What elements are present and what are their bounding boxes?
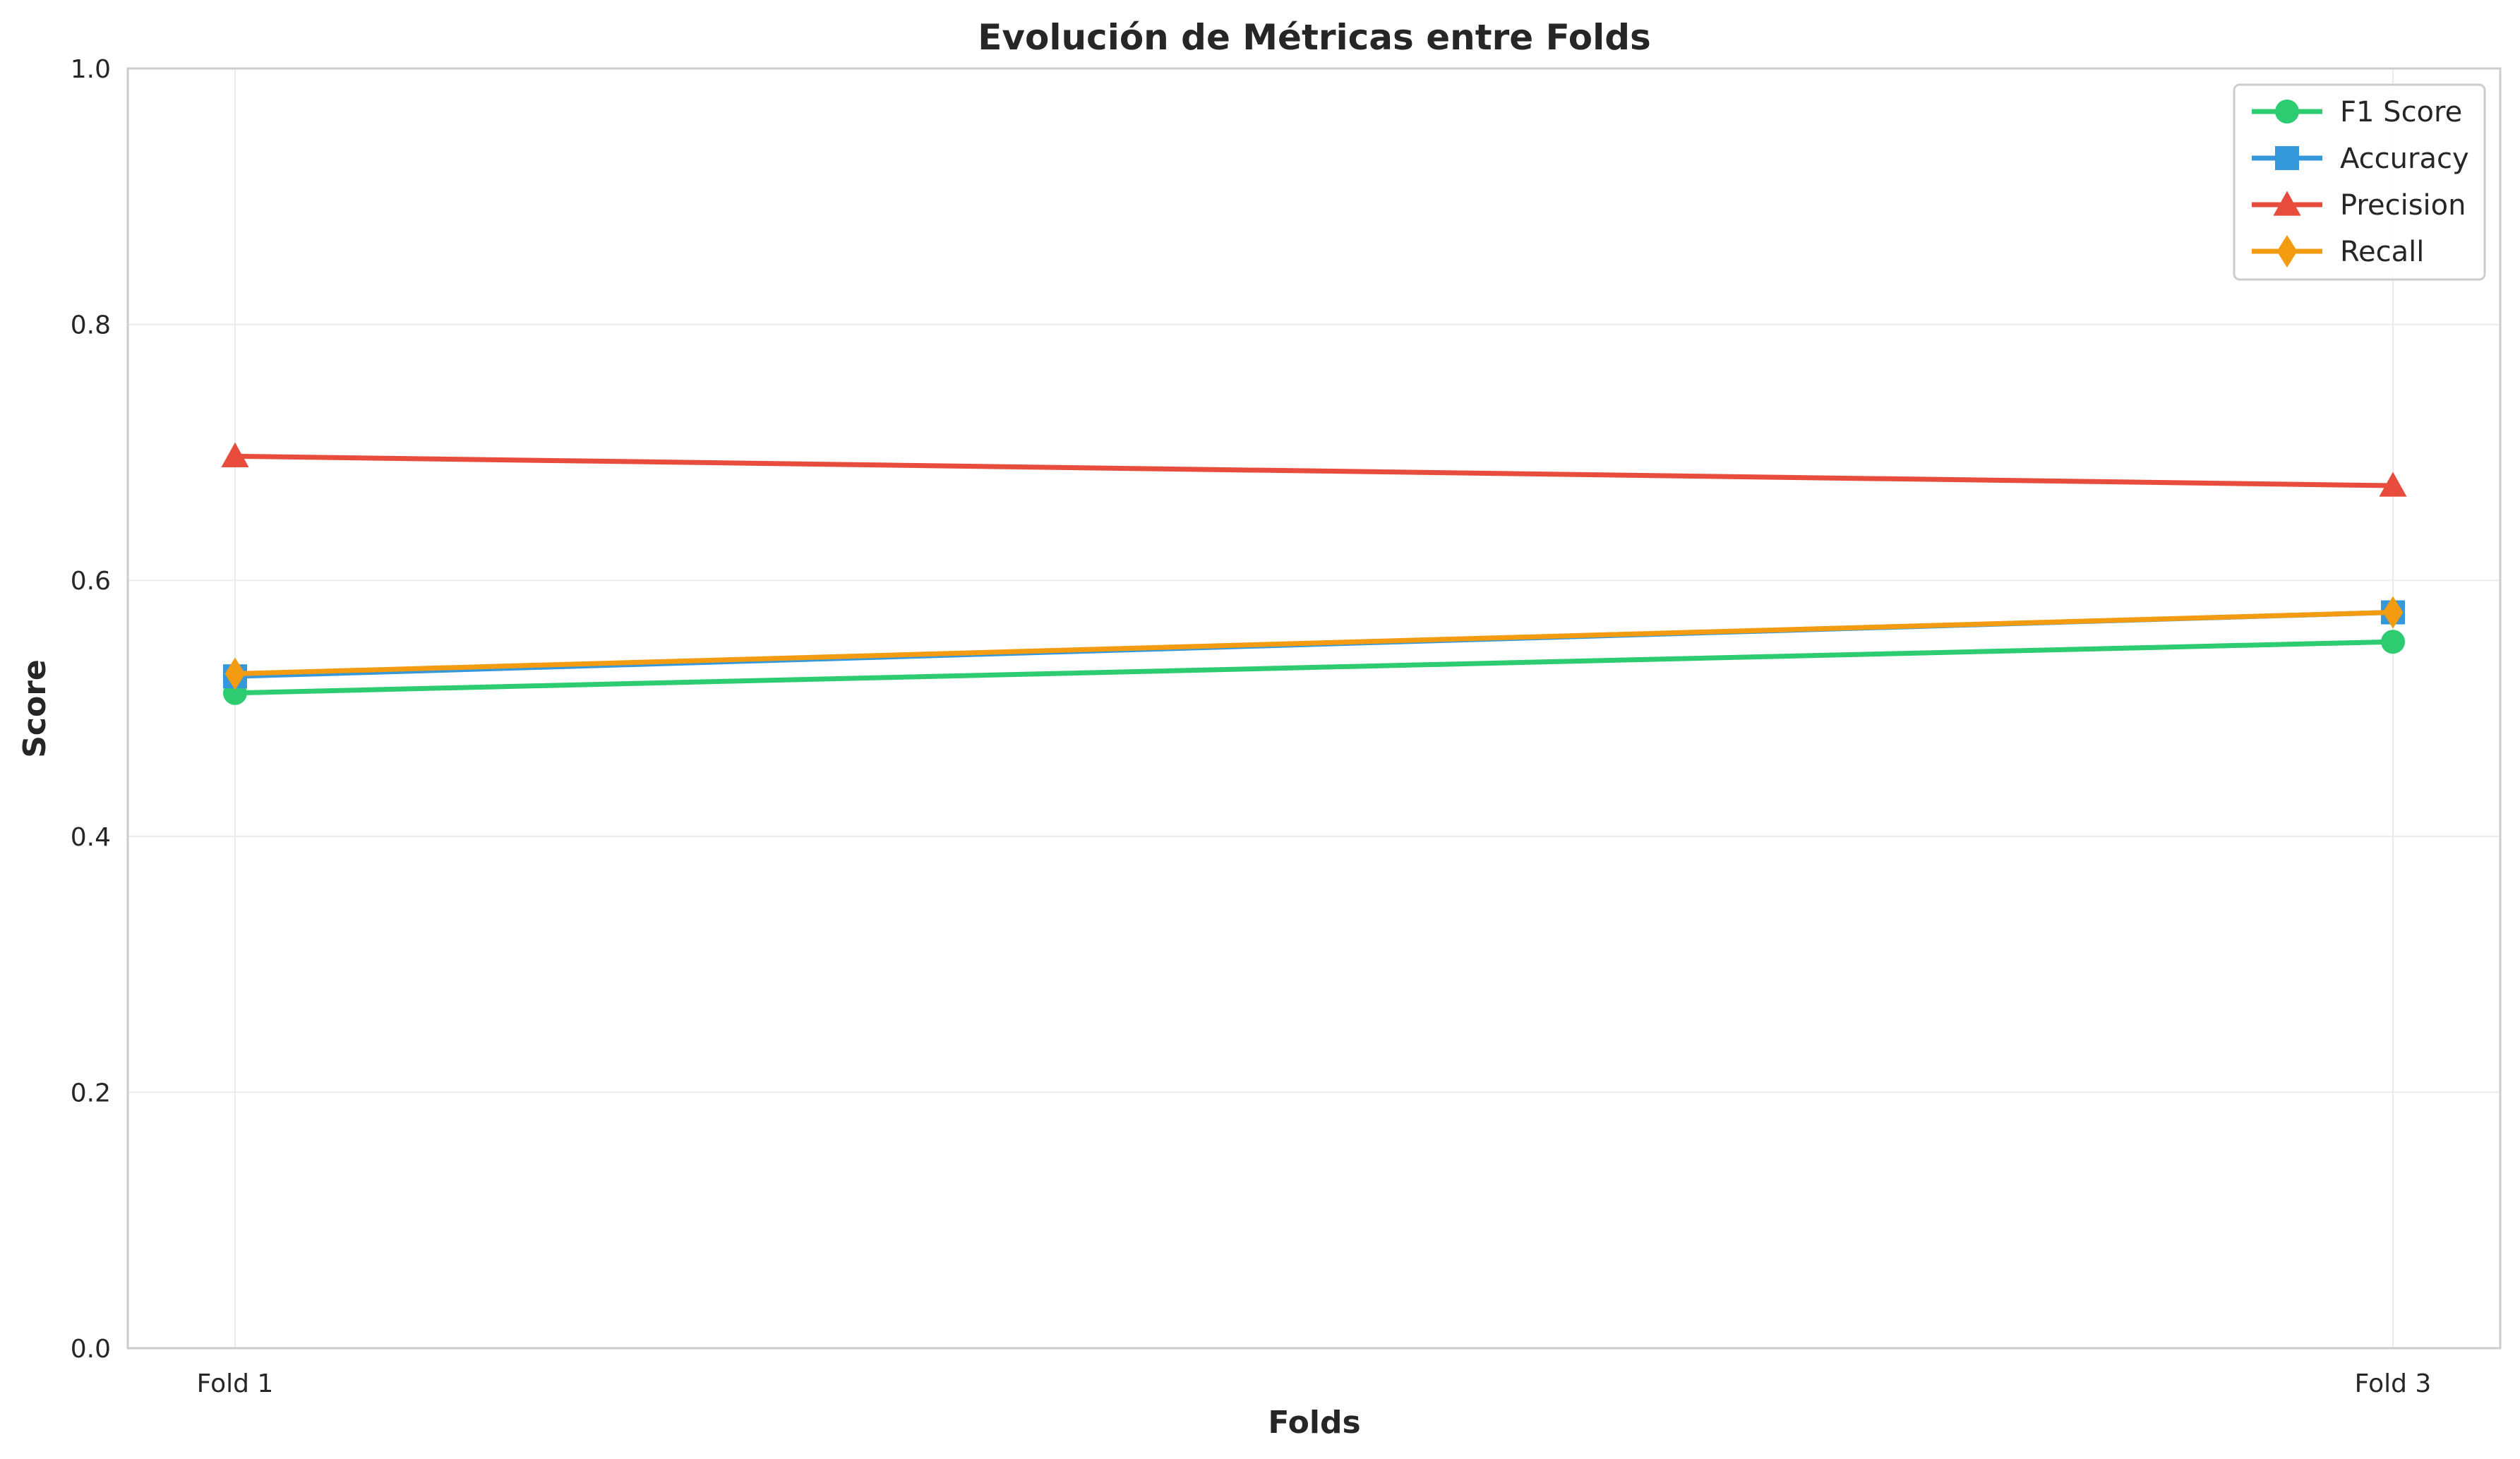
y-tick-label: 0.6 <box>71 567 111 596</box>
legend-label: Accuracy <box>2340 143 2469 175</box>
legend-marker-precision <box>2273 191 2301 216</box>
y-tick-label: 1.0 <box>71 55 111 84</box>
data-point-recall <box>2382 596 2404 629</box>
data-point-f1-score <box>2381 630 2405 654</box>
series-line-precision <box>232 453 2396 488</box>
legend-label: Recall <box>2340 236 2424 268</box>
legend-label: F1 Score <box>2340 96 2462 128</box>
legend: F1 Score Accuracy Precision Recall <box>2233 83 2486 281</box>
y-axis-label: Score <box>17 659 53 758</box>
x-tick-label: Fold 1 <box>197 1369 274 1398</box>
series-line-recall <box>232 610 2396 677</box>
legend-item-recall: Recall <box>2252 235 2424 268</box>
legend-marker-recall <box>2276 235 2298 268</box>
legend-item-f1-score: F1 Score <box>2252 96 2462 128</box>
y-tick-label: 0.4 <box>71 823 111 852</box>
data-point-precision <box>221 442 249 467</box>
x-axis-label: Folds <box>1268 1405 1360 1441</box>
plot-frame <box>126 67 2502 1350</box>
x-tick-label: Fold 3 <box>2355 1369 2432 1398</box>
series-line-f1-score <box>232 639 2396 696</box>
x-tick-labels: Fold 1 Fold 3 <box>197 1369 2432 1398</box>
legend-frame <box>2233 83 2486 281</box>
data-point-recall <box>224 657 246 690</box>
chart-title: Evolución de Métricas entre Folds <box>978 17 1651 58</box>
legend-label: Precision <box>2340 189 2466 222</box>
legend-item-accuracy: Accuracy <box>2252 143 2469 175</box>
legend-items: F1 Score Accuracy Precision Recall <box>2252 96 2469 268</box>
series-lines <box>221 442 2407 705</box>
y-tick-label: 0.8 <box>71 311 111 340</box>
series-recall <box>224 596 2404 690</box>
legend-marker-accuracy <box>2275 146 2299 170</box>
y-tick-labels: 0.0 0.2 0.4 0.6 0.8 1.0 <box>71 55 111 1364</box>
y-tick-label: 0.0 <box>71 1335 111 1364</box>
legend-item-precision: Precision <box>2252 189 2466 222</box>
data-point-precision <box>2379 472 2407 497</box>
y-tick-label: 0.2 <box>71 1079 111 1107</box>
series-precision <box>221 442 2407 497</box>
legend-marker-f1-score <box>2275 100 2299 124</box>
